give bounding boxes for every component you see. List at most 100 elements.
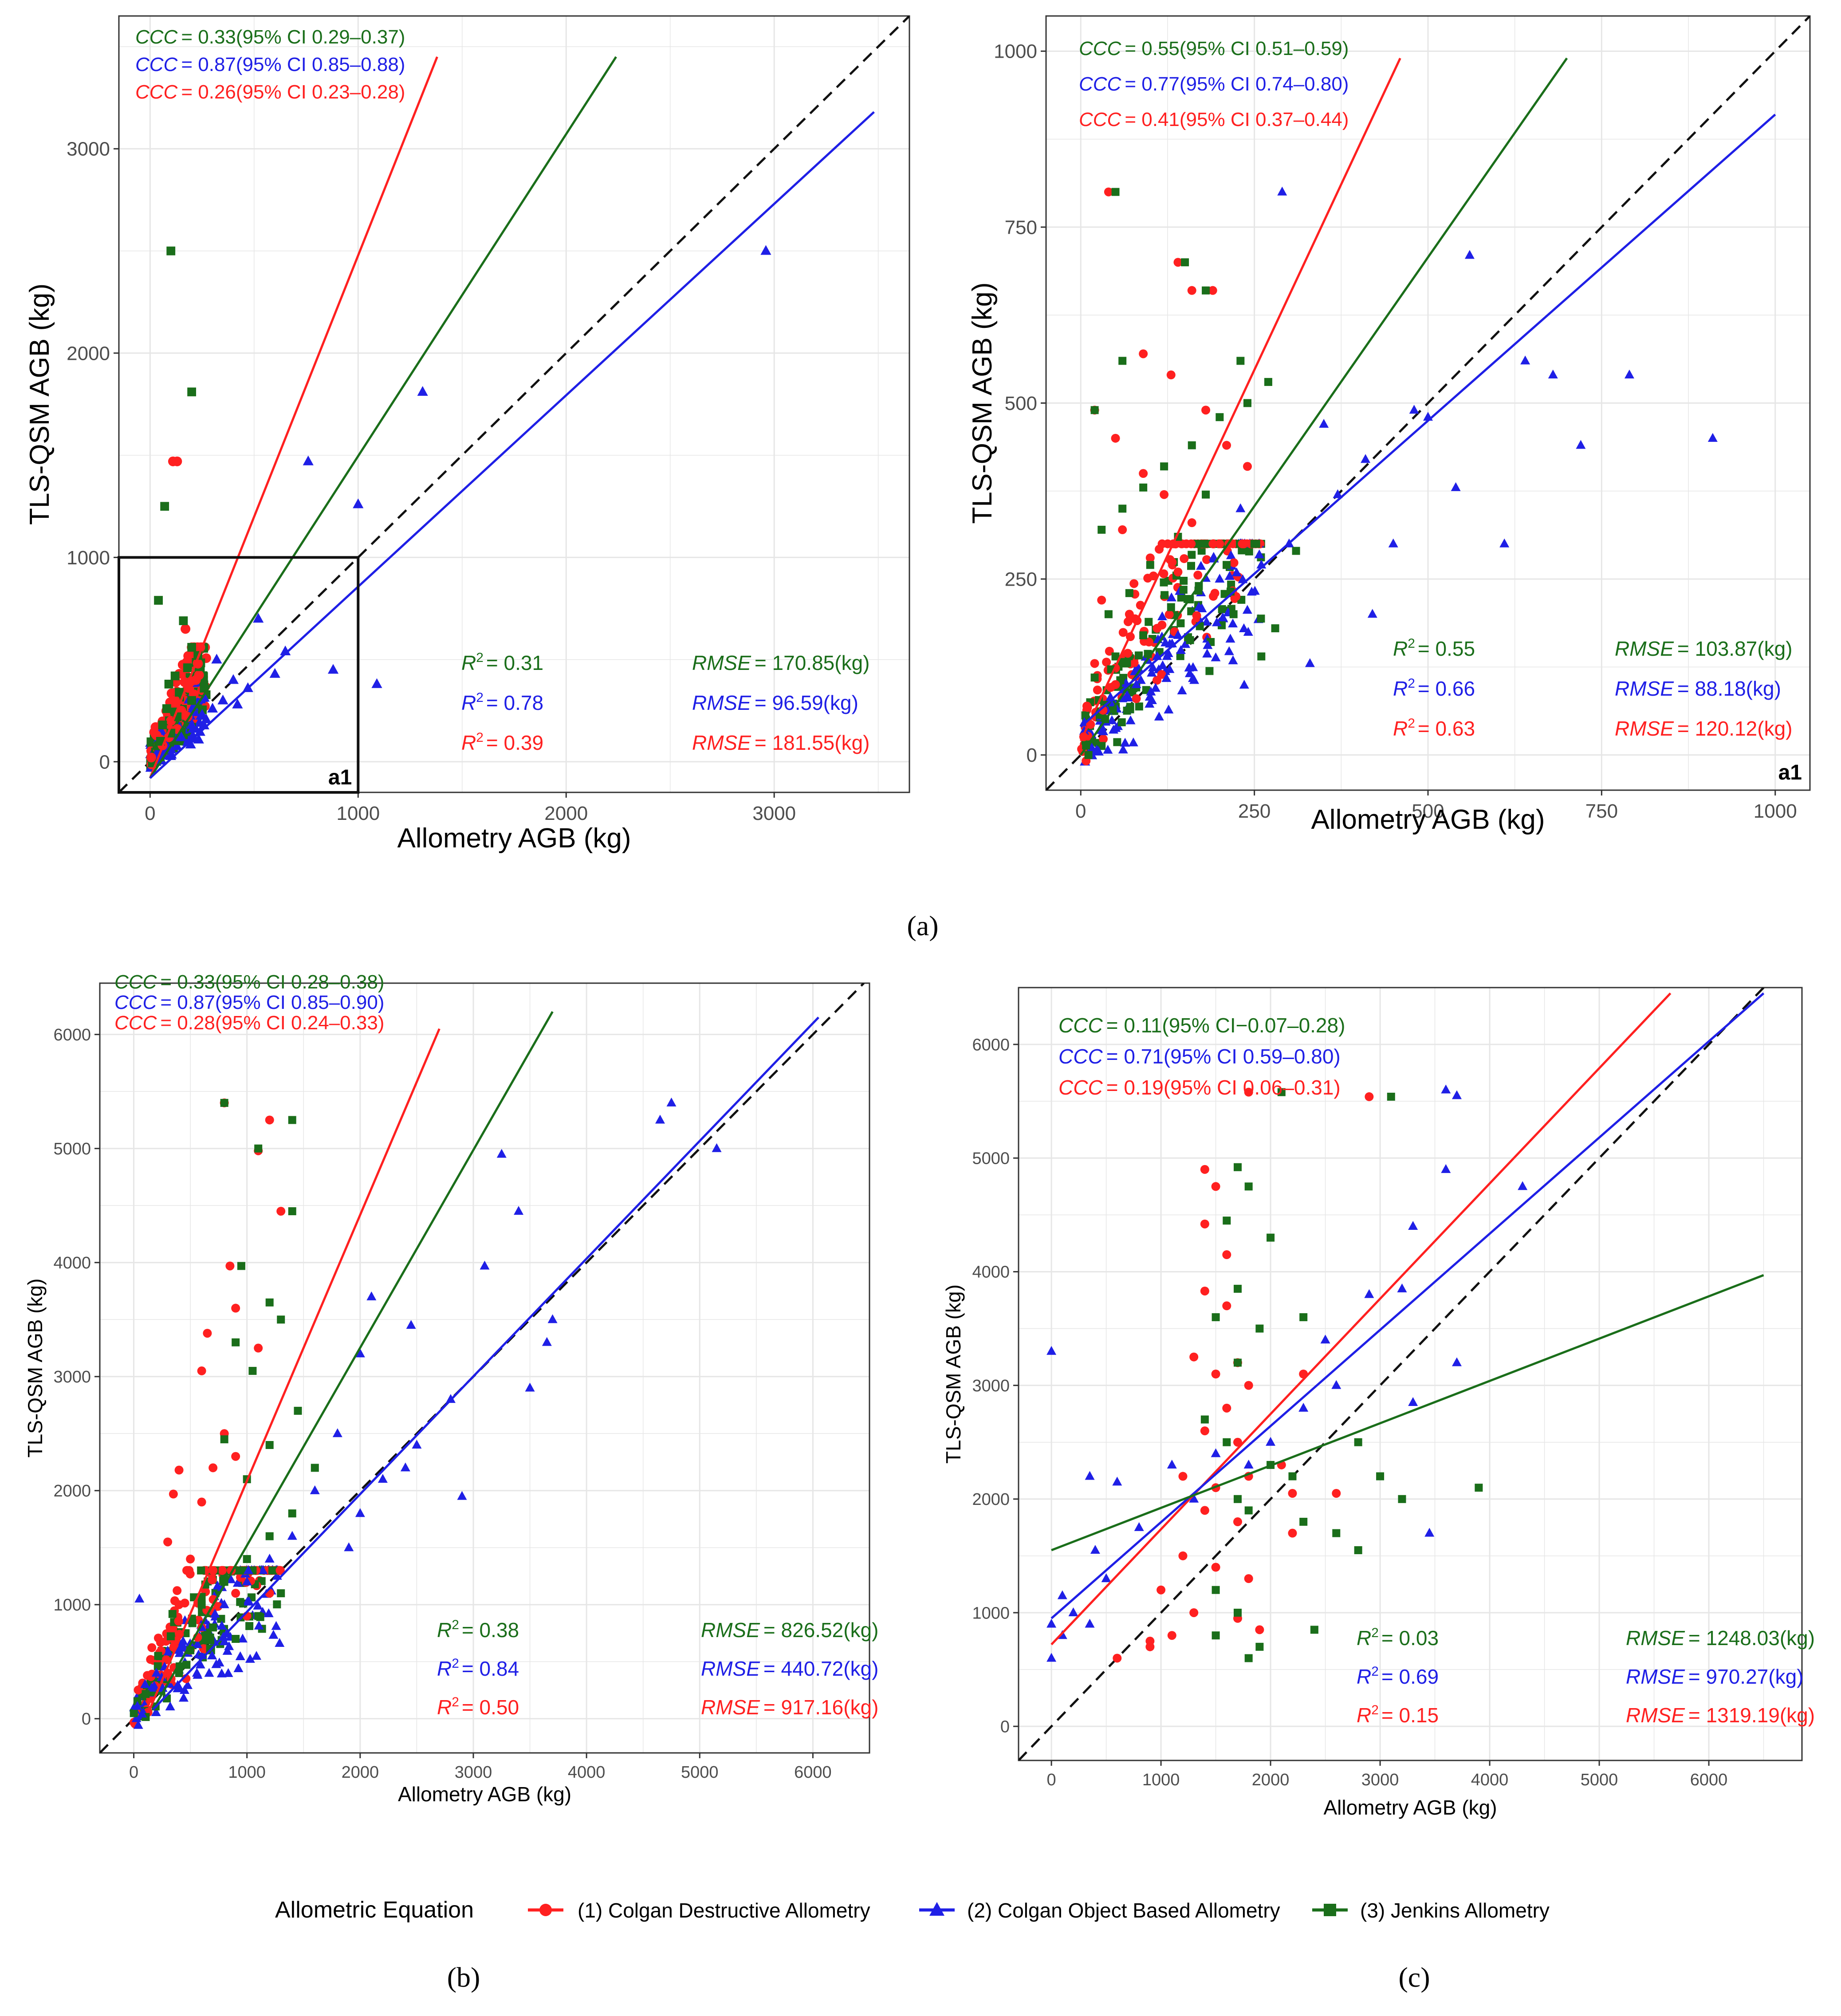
data-point-red bbox=[1200, 1219, 1209, 1228]
data-point-blue bbox=[303, 455, 314, 465]
cluster-point-red bbox=[156, 1638, 165, 1647]
data-point-blue bbox=[332, 1428, 342, 1437]
data-point-red bbox=[1145, 553, 1155, 563]
data-point-green bbox=[160, 502, 169, 511]
cluster-point-blue bbox=[1166, 592, 1176, 602]
cluster-point-blue bbox=[178, 1693, 189, 1702]
data-point-red bbox=[1104, 187, 1113, 197]
cluster-point-green bbox=[1117, 718, 1126, 726]
cluster-point-green bbox=[142, 1690, 150, 1698]
cluster-point-red bbox=[147, 1643, 157, 1652]
cluster-point-blue bbox=[182, 736, 193, 746]
data-point-red bbox=[1118, 525, 1127, 535]
cluster-point-red bbox=[1164, 610, 1174, 619]
data-point-blue bbox=[219, 1599, 229, 1608]
x-tick-label: 3000 bbox=[455, 1763, 492, 1782]
data-point-green bbox=[158, 721, 167, 729]
r2-superscript: 2 bbox=[1371, 1703, 1379, 1717]
y-tick-label: 5000 bbox=[53, 1140, 91, 1158]
data-point-blue bbox=[1361, 454, 1371, 463]
r2-symbol: R bbox=[437, 1618, 452, 1642]
r2-annotation-red: R2 = 0.15 bbox=[1357, 1703, 1439, 1727]
data-point-blue bbox=[412, 1440, 422, 1449]
cluster-point-blue bbox=[132, 1701, 142, 1710]
data-point-green bbox=[1244, 1182, 1253, 1191]
cluster-point-blue bbox=[151, 1707, 161, 1716]
rmse-symbol: RMSE bbox=[692, 691, 751, 714]
data-point-red bbox=[1211, 1370, 1220, 1378]
cluster-point-blue bbox=[1239, 680, 1249, 689]
cluster-point-blue bbox=[133, 1720, 143, 1729]
cluster-point-green bbox=[1179, 586, 1188, 594]
r2-value: = 0.63 bbox=[1418, 717, 1475, 740]
ccc-symbol: CCC bbox=[1079, 73, 1122, 95]
data-point-red bbox=[191, 675, 201, 685]
data-point-red bbox=[1201, 406, 1211, 415]
x-tick-label: 4000 bbox=[1471, 1771, 1509, 1789]
rmse-annotation-red: RMSE = 181.55(kg) bbox=[692, 731, 869, 754]
ccc-annotation-blue: CCC = 0.87(95% CI 0.85–0.90) bbox=[114, 992, 384, 1013]
ccc-symbol: CCC bbox=[1079, 38, 1122, 59]
r2-symbol: R bbox=[461, 651, 476, 674]
cluster-point-green bbox=[1176, 619, 1185, 627]
cluster-point-red bbox=[1118, 628, 1128, 637]
data-point-red bbox=[1200, 1506, 1209, 1515]
rmse-symbol: RMSE bbox=[701, 1696, 760, 1719]
data-point-blue bbox=[217, 694, 228, 705]
data-point-green bbox=[1257, 652, 1266, 661]
grid bbox=[119, 16, 909, 792]
data-point-blue bbox=[176, 731, 187, 741]
data-point-red bbox=[1167, 1631, 1176, 1640]
y-tick-label: 2000 bbox=[53, 1482, 91, 1500]
ccc-value: = 0.55(95% CI 0.51–0.59) bbox=[1125, 38, 1349, 59]
data-point-red bbox=[231, 1589, 240, 1598]
r2-symbol: R bbox=[1393, 637, 1408, 660]
cluster-point-blue bbox=[233, 1663, 244, 1672]
r2-value: = 0.39 bbox=[486, 731, 543, 754]
rmse-annotation-blue: RMSE = 970.27(kg) bbox=[1626, 1665, 1803, 1688]
fit-line-red bbox=[149, 56, 438, 779]
legend-entry-green: (3) Jenkins Allometry bbox=[1360, 1899, 1550, 1922]
data-point-blue bbox=[1424, 1528, 1435, 1537]
cluster-point-red bbox=[1168, 558, 1177, 567]
cluster-point-green bbox=[1160, 591, 1169, 599]
data-point-green bbox=[1098, 526, 1106, 534]
x-axis-label: Allometry AGB (kg) bbox=[1323, 1796, 1497, 1819]
rmse-value: = 970.27(kg) bbox=[1688, 1665, 1804, 1688]
cluster-point-red bbox=[275, 1566, 285, 1575]
legend-marker-red bbox=[539, 1904, 552, 1916]
rmse-value: = 96.59(kg) bbox=[755, 691, 858, 714]
rmse-annotation-blue: RMSE = 88.18(kg) bbox=[1615, 677, 1781, 700]
data-point-red bbox=[1153, 624, 1162, 633]
data-point-blue bbox=[457, 1491, 467, 1500]
cluster-point-blue bbox=[1228, 655, 1238, 665]
data-point-green bbox=[288, 1207, 296, 1216]
data-point-blue bbox=[1441, 1084, 1451, 1094]
data-point-blue bbox=[1298, 1402, 1309, 1412]
data-point-blue bbox=[1624, 370, 1634, 379]
cluster-point-green bbox=[1238, 546, 1246, 555]
cluster-point-blue bbox=[131, 1713, 142, 1722]
fit-line-green bbox=[149, 56, 617, 779]
data-point-green bbox=[187, 387, 197, 397]
r2-symbol: R bbox=[461, 731, 476, 754]
cluster-point-blue bbox=[1161, 673, 1172, 682]
ccc-value: = 0.41(95% CI 0.37–0.44) bbox=[1125, 109, 1349, 130]
data-point-blue bbox=[211, 654, 222, 664]
data-point-red bbox=[170, 695, 180, 705]
chart-panel-b: 0 1000 2000 3000 4000 5000 6000 0 1000 2000 3000 40… bbox=[24, 971, 878, 1806]
cluster-point-blue bbox=[1242, 605, 1252, 614]
data-point-blue bbox=[1364, 1289, 1374, 1298]
cluster-point-blue bbox=[1226, 550, 1236, 559]
legend-marker-blue bbox=[929, 1902, 944, 1916]
data-point-red bbox=[1200, 1426, 1209, 1436]
cluster-point-red bbox=[1149, 571, 1158, 581]
ccc-value: = 0.19(95% CI 0.06–0.31) bbox=[1106, 1076, 1341, 1099]
data-point-red bbox=[208, 1463, 218, 1473]
data-point-green bbox=[1181, 258, 1189, 267]
data-point-red bbox=[172, 456, 182, 466]
data-point-green bbox=[162, 704, 171, 713]
cluster-point-blue bbox=[1203, 640, 1213, 649]
r2-annotation-blue: R2 = 0.78 bbox=[461, 690, 543, 714]
data-point-green bbox=[1398, 1495, 1406, 1503]
